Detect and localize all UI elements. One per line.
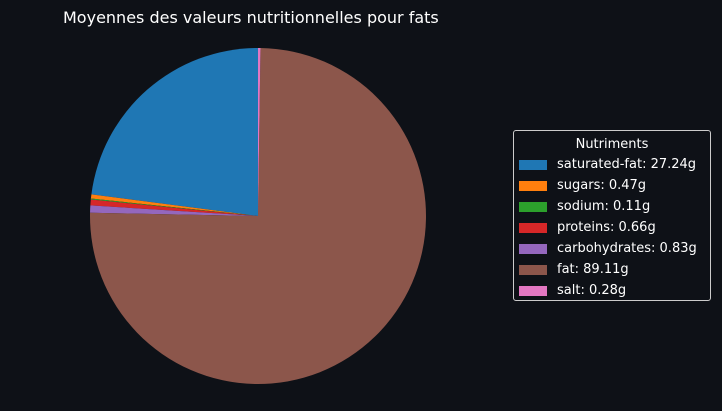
legend-item-salt: salt: 0.28g <box>514 280 710 301</box>
pie-slice-saturated-fat <box>91 48 258 216</box>
legend-item-sodium: sodium: 0.11g <box>514 196 710 217</box>
pie-slice-sugars <box>90 194 258 216</box>
legend-label-salt: salt: 0.28g <box>557 283 627 298</box>
pie-slice-carbohydrates <box>90 205 258 216</box>
pie-slice-sodium <box>90 198 258 216</box>
legend-swatch-sodium <box>519 201 547 212</box>
legend-title: Nutriments <box>575 137 649 152</box>
legend-label-sodium: sodium: 0.11g <box>557 199 651 214</box>
legend-label-fat: fat: 89.11g <box>557 262 629 277</box>
legend-item-sugars: sugars: 0.47g <box>514 175 710 196</box>
pie-slice-proteins <box>90 199 258 216</box>
legend-label-proteins: proteins: 0.66g <box>557 220 656 235</box>
legend-swatch-fat <box>519 264 547 275</box>
legend-item-proteins: proteins: 0.66g <box>514 217 710 238</box>
legend-swatch-sugars <box>519 180 547 191</box>
chart-title: Moyennes des valeurs nutritionnelles pou… <box>63 8 439 27</box>
legend-label-sugars: sugars: 0.47g <box>557 178 647 193</box>
legend-item-carbohydrates: carbohydrates: 0.83g <box>514 238 710 259</box>
legend-swatch-salt <box>519 285 547 296</box>
legend-item-saturated-fat: saturated-fat: 27.24g <box>514 154 710 175</box>
legend-item-fat: fat: 89.11g <box>514 259 710 280</box>
legend-swatch-carbohydrates <box>519 243 547 254</box>
legend-label-saturated-fat: saturated-fat: 27.24g <box>557 157 697 172</box>
pie-slice-salt <box>258 48 261 216</box>
pie-slice-fat <box>89 48 426 385</box>
legend-swatch-saturated-fat <box>519 159 547 170</box>
legend: Nutriments saturated-fat: 27.24g sugars: … <box>513 130 711 301</box>
legend-items: saturated-fat: 27.24g sugars: 0.47g sodium… <box>514 154 710 301</box>
legend-label-carbohydrates: carbohydrates: 0.83g <box>557 241 697 256</box>
legend-swatch-proteins <box>519 222 547 233</box>
